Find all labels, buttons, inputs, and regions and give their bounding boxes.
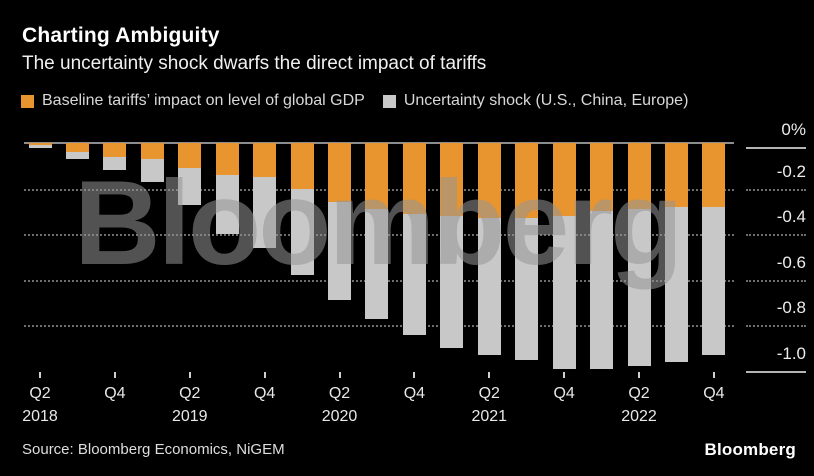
y-axis-label: -1.0 [776, 344, 806, 363]
x-axis-year-label: 2018 [22, 408, 58, 425]
bar-segment-tariffs [402, 143, 426, 214]
x-axis-tick [263, 372, 266, 378]
x-axis-quarter-label: Q2 [628, 385, 650, 402]
bar-segment-uncertainty [178, 168, 202, 205]
y-axis-tick-line [746, 279, 806, 282]
x-axis-quarter-label: Q4 [253, 385, 276, 402]
bar-segment-uncertainty [515, 218, 539, 360]
bar-segment-uncertainty [140, 158, 164, 182]
y-axis-tick-line [746, 371, 806, 373]
bar-segment-uncertainty [328, 202, 352, 301]
x-axis-quarter-label: Q4 [403, 385, 426, 402]
bar-segment-tariffs [215, 143, 239, 175]
x-axis-tick [338, 372, 341, 378]
x-axis-tick [39, 372, 41, 378]
legend-item-uncertainty: Uncertainty shock (U.S., China, Europe) [382, 92, 689, 110]
bar-segment-uncertainty [552, 215, 576, 369]
bar-segment-tariffs [290, 143, 314, 189]
x-axis-quarter-label: Q2 [179, 385, 201, 402]
x-axis-quarter-label: Q2 [478, 385, 500, 402]
y-axis-tick-line [746, 325, 806, 328]
bar-segment-tariffs [103, 143, 127, 157]
legend-label-tariffs: Baseline tariffs’ impact on level of glo… [42, 92, 365, 109]
bar-segment-uncertainty [664, 206, 688, 362]
y-axis-label: 0% [781, 120, 806, 139]
x-axis-year-label: 2022 [621, 408, 657, 425]
gridline [24, 325, 734, 328]
bar-segment-uncertainty [477, 218, 501, 356]
y-axis-label: -0.8 [776, 298, 806, 318]
x-axis-tick [488, 372, 491, 378]
source-attribution: Source: Bloomberg Economics, NiGEM [22, 441, 285, 458]
bar-segment-tariffs [440, 143, 464, 216]
y-axis-label: -0.6 [776, 252, 806, 272]
page-title: Charting Ambiguity [22, 24, 220, 47]
bar-segment-uncertainty [402, 213, 426, 335]
bar-segment-tariffs [253, 143, 277, 178]
x-axis-year-label: 2021 [471, 408, 508, 425]
bar-segment-uncertainty [253, 177, 277, 248]
x-axis-tick [188, 372, 191, 378]
x-axis-quarter-label: Q2 [29, 385, 51, 402]
y-axis-tick-line [746, 147, 806, 149]
x-axis-quarter-label: Q4 [104, 385, 126, 402]
bar-segment-tariffs [140, 143, 164, 159]
legend-swatch-uncertainty-icon [382, 94, 396, 108]
bar-segment-tariffs [328, 143, 352, 203]
y-axis-tick-line [746, 188, 806, 191]
bar-segment-uncertainty [440, 215, 464, 349]
bar-segment-uncertainty [28, 145, 52, 148]
y-axis-label: -0.2 [776, 161, 806, 181]
chart-legend: Baseline tariffs’ impact on level of glo… [21, 92, 688, 110]
bar-segment-tariffs [664, 143, 688, 207]
y-axis-label: -0.4 [776, 207, 806, 227]
x-axis-tick [638, 372, 641, 378]
bar-segment-tariffs [515, 143, 539, 219]
x-axis-tick [563, 372, 566, 378]
bar-segment-tariffs [28, 143, 52, 146]
x-axis-quarter-label: Q4 [553, 385, 575, 402]
x-axis-quarter-label: Q4 [703, 385, 725, 402]
bar-segment-uncertainty [103, 156, 127, 171]
x-axis-tick [712, 372, 715, 378]
bar-segment-uncertainty [215, 174, 239, 235]
bar-segment-tariffs [65, 143, 89, 153]
bar-segment-uncertainty [590, 211, 614, 369]
bar-segment-uncertainty [365, 209, 389, 319]
bar-segment-tariffs [477, 143, 501, 219]
legend-label-uncertainty: Uncertainty shock (U.S., China, Europe) [403, 92, 689, 109]
x-axis-tick [413, 372, 416, 378]
x-axis-tick [113, 372, 116, 378]
bar-segment-tariffs [590, 143, 614, 212]
bar-segment-uncertainty [702, 206, 726, 356]
y-axis-tick-line [746, 234, 806, 237]
x-axis-year-label: 2020 [321, 408, 358, 425]
bar-segment-tariffs [552, 143, 576, 216]
bar-segment-tariffs [702, 143, 726, 207]
bar-segment-tariffs [365, 143, 389, 210]
x-axis-year-label: 2019 [171, 408, 208, 425]
bar-segment-uncertainty [65, 152, 89, 159]
bloomberg-logo: Bloomberg [704, 440, 796, 459]
bar-segment-tariffs [178, 143, 202, 169]
bar-segment-uncertainty [627, 209, 651, 367]
legend-item-tariffs: Baseline tariffs’ impact on level of glo… [21, 92, 365, 110]
x-axis-quarter-label: Q2 [328, 385, 351, 402]
bar-segment-uncertainty [290, 188, 314, 276]
legend-swatch-tariffs-icon [21, 94, 34, 108]
bar-segment-tariffs [627, 143, 651, 210]
chart-subtitle: The uncertainty shock dwarfs the direct … [22, 53, 487, 74]
